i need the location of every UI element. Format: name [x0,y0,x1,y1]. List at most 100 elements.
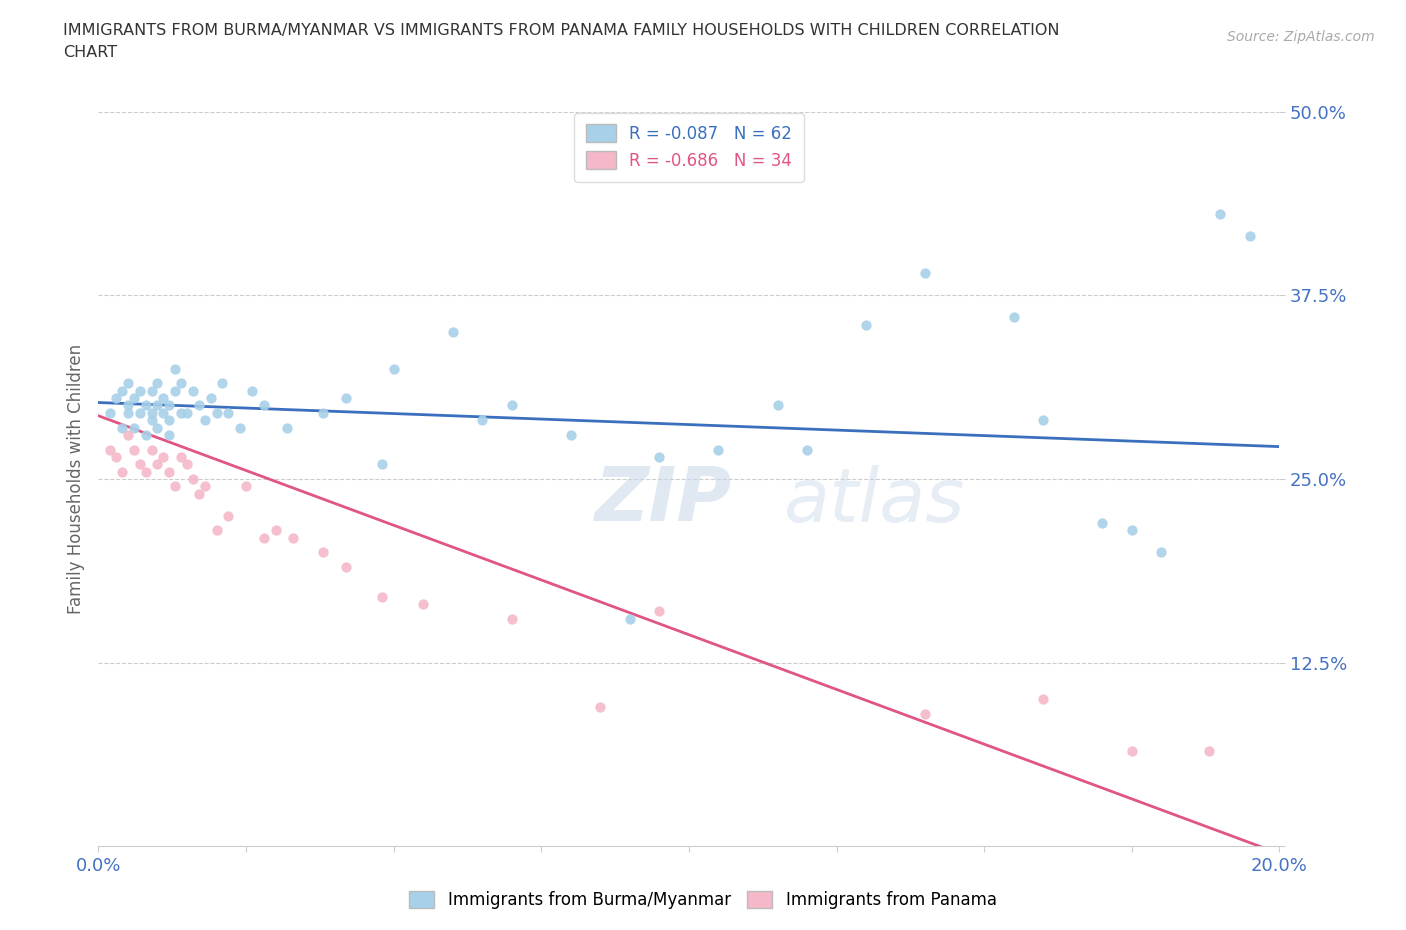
Point [560,428,582,443]
Point [111,420,134,435]
Point [253,530,276,545]
Point [200,391,222,405]
Point [914,266,936,281]
Point [152,449,174,464]
Point [619,611,641,626]
Point [1032,413,1054,428]
Point [211,376,233,391]
Point [335,560,357,575]
Point [157,413,180,428]
Point [111,464,134,479]
Point [253,398,276,413]
Y-axis label: Family Households with Children: Family Households with Children [66,344,84,614]
Point [181,472,204,486]
Text: CHART: CHART [63,45,117,60]
Point [312,405,335,420]
Point [217,405,239,420]
Point [170,376,193,391]
Point [117,398,139,413]
Point [240,383,263,398]
Point [648,449,671,464]
Point [796,442,818,457]
Point [157,428,180,443]
Text: atlas: atlas [783,465,965,537]
Point [276,420,298,435]
Point [105,391,128,405]
Point [589,699,612,714]
Point [194,413,217,428]
Point [176,457,198,472]
Legend: R = -0.087   N = 62, R = -0.686   N = 34: R = -0.087 N = 62, R = -0.686 N = 34 [574,113,804,181]
Point [471,413,494,428]
Point [165,383,187,398]
Point [152,405,174,420]
Point [501,398,523,413]
Point [141,442,163,457]
Point [117,376,139,391]
Point [235,479,257,494]
Point [111,383,134,398]
Point [229,420,252,435]
Point [165,361,187,376]
Point [135,464,157,479]
Point [1150,545,1173,560]
Point [205,405,228,420]
Point [117,428,139,443]
Point [1239,229,1261,244]
Point [766,398,789,413]
Point [1209,207,1232,222]
Point [122,420,145,435]
Point [371,457,394,472]
Point [707,442,730,457]
Point [187,398,209,413]
Point [122,391,145,405]
Point [382,361,405,376]
Point [205,523,228,538]
Point [122,442,145,457]
Point [412,596,434,611]
Point [187,486,209,501]
Point [1091,515,1114,530]
Point [1198,743,1220,758]
Point [141,413,163,428]
Point [217,508,239,523]
Point [128,457,150,472]
Point [1032,692,1054,707]
Point [105,449,128,464]
Point [181,383,204,398]
Text: IMMIGRANTS FROM BURMA/MYANMAR VS IMMIGRANTS FROM PANAMA FAMILY HOUSEHOLDS WITH C: IMMIGRANTS FROM BURMA/MYANMAR VS IMMIGRA… [63,23,1060,38]
Point [152,391,174,405]
Point [335,391,357,405]
Point [312,545,335,560]
Text: ZIP: ZIP [595,464,731,538]
Point [1121,523,1143,538]
Point [141,383,163,398]
Text: Source: ZipAtlas.com: Source: ZipAtlas.com [1227,30,1375,44]
Point [146,457,169,472]
Point [648,604,671,618]
Point [371,589,394,604]
Point [146,420,169,435]
Point [283,530,305,545]
Point [170,405,193,420]
Point [441,325,464,339]
Point [146,376,169,391]
Point [157,464,180,479]
Point [176,405,198,420]
Point [165,479,187,494]
Point [914,707,936,722]
Point [1002,310,1025,325]
Point [135,428,157,443]
Point [128,383,150,398]
Point [264,523,287,538]
Point [170,449,193,464]
Point [855,317,877,332]
Point [194,479,217,494]
Point [1121,743,1143,758]
Point [146,398,169,413]
Legend: Immigrants from Burma/Myanmar, Immigrants from Panama: Immigrants from Burma/Myanmar, Immigrant… [402,884,1004,915]
Point [135,398,157,413]
Point [501,611,523,626]
Point [117,405,139,420]
Point [157,398,180,413]
